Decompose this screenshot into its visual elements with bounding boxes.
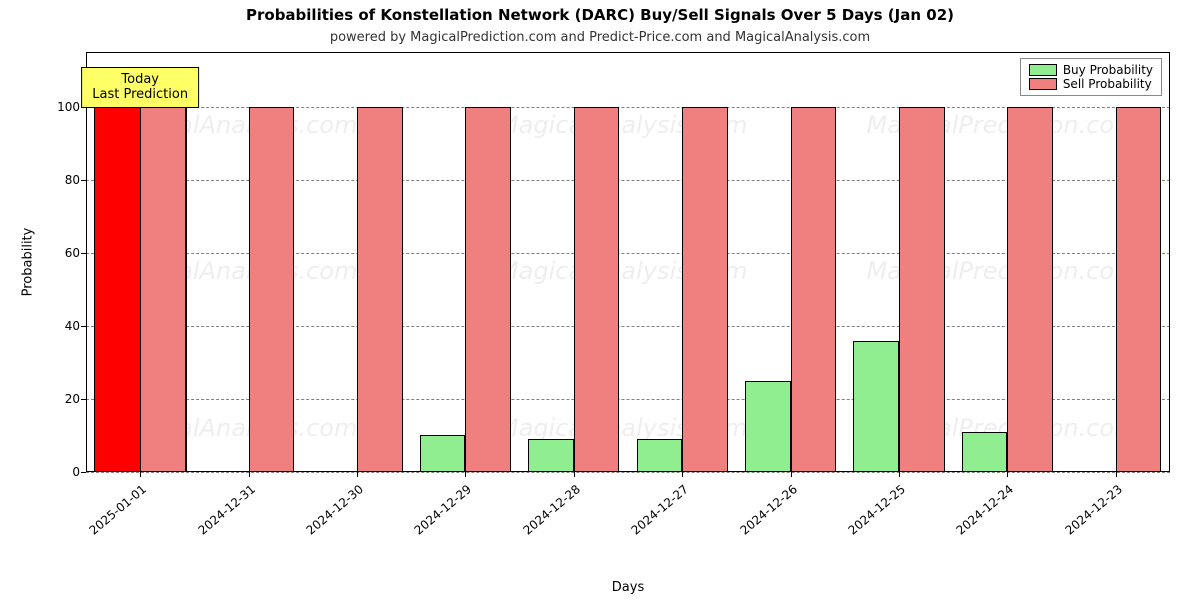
x-tick-mark — [574, 472, 575, 477]
annotation-line1: Today — [92, 72, 188, 88]
legend-swatch — [1029, 64, 1057, 76]
x-tick-label: 2024-12-25 — [846, 482, 908, 538]
x-tick-mark — [465, 472, 466, 477]
x-tick-mark — [682, 472, 683, 477]
legend-item: Buy Probability — [1029, 63, 1153, 77]
x-tick-label: 2024-12-30 — [304, 482, 366, 538]
x-tick-mark — [1116, 472, 1117, 477]
plot-area: MagicalAnalysis.comMagicalAnalysis.comMa… — [86, 52, 1170, 472]
y-tick-mark — [81, 399, 86, 400]
figure: Probabilities of Konstellation Network (… — [0, 0, 1200, 600]
x-tick-mark — [249, 472, 250, 477]
y-tick-mark — [81, 472, 86, 473]
x-tick-mark — [140, 472, 141, 477]
legend-label: Buy Probability — [1063, 63, 1153, 77]
x-tick-mark — [791, 472, 792, 477]
legend-label: Sell Probability — [1063, 77, 1152, 91]
plot-border — [86, 52, 1170, 472]
annotation-line2: Last Prediction — [92, 87, 188, 103]
x-tick-mark — [357, 472, 358, 477]
x-tick-label: 2024-12-28 — [520, 482, 582, 538]
y-tick-mark — [81, 253, 86, 254]
today-annotation: Today Last Prediction — [81, 67, 199, 108]
y-tick-mark — [81, 326, 86, 327]
x-tick-label: 2025-01-01 — [87, 482, 149, 538]
legend: Buy ProbabilitySell Probability — [1020, 58, 1162, 96]
legend-item: Sell Probability — [1029, 77, 1153, 91]
x-axis-label: Days — [612, 580, 644, 595]
y-tick-mark — [81, 180, 86, 181]
x-tick-mark — [899, 472, 900, 477]
chart-subtitle: powered by MagicalPrediction.com and Pre… — [0, 30, 1200, 45]
legend-swatch — [1029, 78, 1057, 90]
x-tick-label: 2024-12-24 — [954, 482, 1016, 538]
chart-title: Probabilities of Konstellation Network (… — [0, 6, 1200, 24]
x-tick-label: 2024-12-23 — [1062, 482, 1124, 538]
x-tick-mark — [1007, 472, 1008, 477]
x-tick-label: 2024-12-31 — [195, 482, 257, 538]
x-tick-label: 2024-12-27 — [629, 482, 691, 538]
x-tick-label: 2024-12-26 — [737, 482, 799, 538]
x-tick-label: 2024-12-29 — [412, 482, 474, 538]
y-axis-label: Probability — [21, 228, 36, 297]
